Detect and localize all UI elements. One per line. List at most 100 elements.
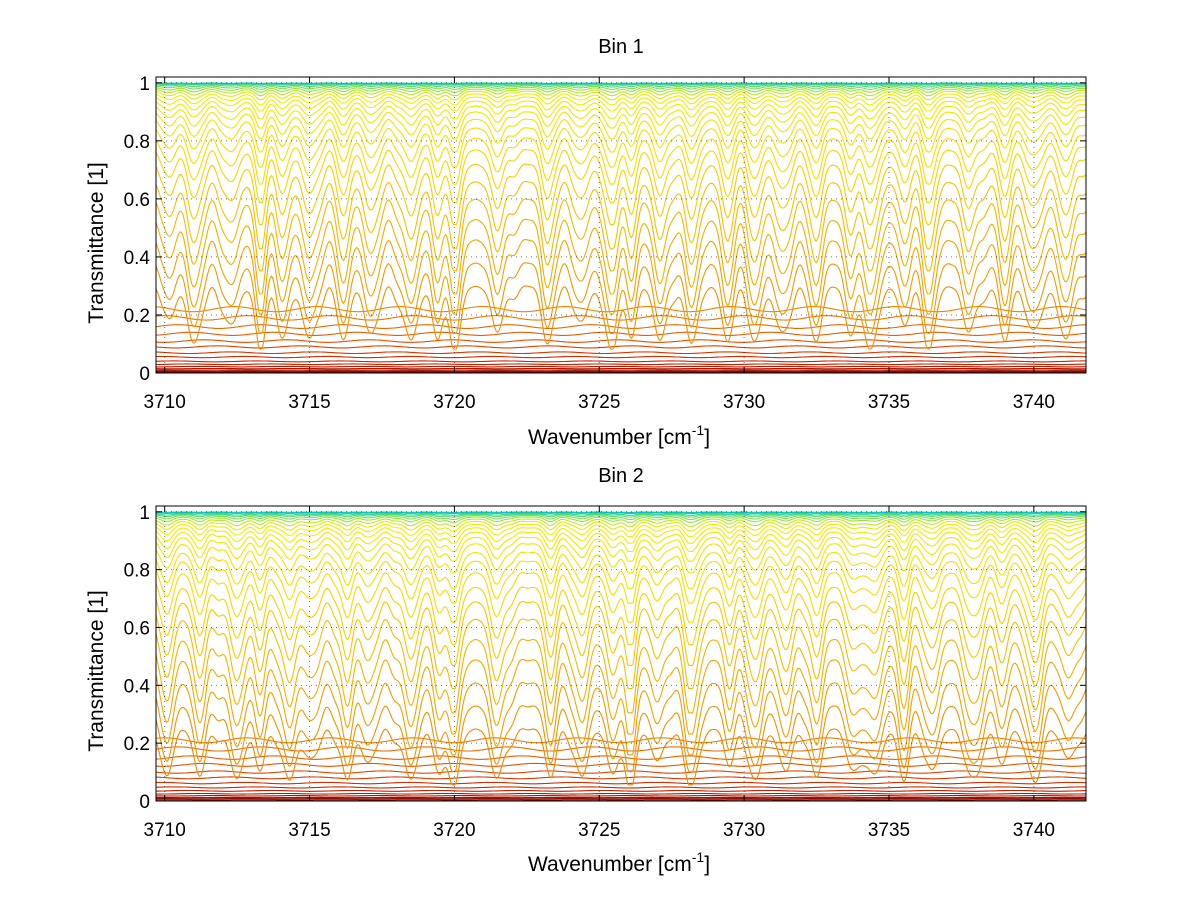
x-tick-label: 3725: [578, 820, 620, 841]
y-tick-label: 0.4: [124, 676, 151, 697]
series-line: [156, 523, 1086, 538]
series-line: [156, 262, 1086, 335]
x-tick-label: 3715: [288, 392, 330, 413]
series-line: [156, 601, 1086, 666]
series-line: [156, 306, 1086, 313]
series-line: [156, 746, 1086, 752]
x-tick-label: 3725: [578, 392, 620, 413]
series-lines: [156, 82, 1086, 373]
series-line: [156, 238, 1086, 315]
series-line: [156, 363, 1086, 366]
y-tick-label: 0: [139, 364, 150, 385]
panel-bin-2: Bin 2 0 0.2 0.4 0.6 0.8 1 3710 3715 3720 3725 373…: [85, 465, 1087, 876]
series-line: [156, 543, 1086, 574]
series-line: [156, 586, 1086, 646]
series-line: [156, 96, 1086, 112]
series-line: [156, 360, 1086, 363]
y-tick-label: 0.2: [124, 734, 150, 755]
y-tick-label: 0.2: [124, 306, 150, 327]
x-tick-label: 3735: [868, 820, 910, 841]
series-line: [156, 324, 1086, 329]
series-line: [156, 618, 1086, 690]
plot-area: [156, 511, 1086, 801]
x-tick-label: 3730: [723, 820, 765, 841]
series-line: [156, 84, 1086, 88]
series-line: [156, 755, 1086, 760]
series-line: [156, 770, 1086, 774]
series-line: [156, 638, 1086, 714]
series-line: [156, 781, 1086, 785]
series-line: [156, 315, 1086, 321]
axes-frame: [155, 505, 1087, 802]
series-line: [156, 681, 1086, 756]
x-tick-label: 3710: [144, 820, 186, 841]
series-line: [156, 118, 1086, 153]
y-tick-labels: 0 0.2 0.4 0.6 0.8 1: [124, 74, 1086, 385]
y-tick-labels: 0 0.2 0.4 0.6 0.8 1: [124, 503, 1086, 813]
series-line: [156, 345, 1086, 349]
y-tick-label: 0.6: [124, 190, 150, 211]
x-tick-label: 3720: [433, 820, 475, 841]
series-line: [156, 86, 1086, 93]
series-line: [156, 792, 1086, 795]
series-line: [156, 512, 1086, 515]
series-lines: [156, 511, 1086, 801]
series-line: [156, 728, 1086, 786]
x-tick-label: 3740: [1013, 820, 1055, 841]
series-line: [156, 331, 1086, 336]
series-line: [156, 93, 1086, 106]
x-axis-label: Wavenumber [cm-1]: [528, 422, 710, 449]
y-axis-label: Transmittance [1]: [85, 162, 108, 323]
series-line: [156, 198, 1086, 272]
series-line: [156, 705, 1086, 773]
chart-title: Bin 1: [598, 36, 644, 58]
series-line: [156, 658, 1086, 735]
series-line: [156, 527, 1086, 544]
chart-title: Bin 2: [598, 465, 644, 487]
x-tick-label: 3720: [433, 392, 475, 413]
series-line: [156, 111, 1086, 140]
y-tick-label: 0.4: [124, 248, 151, 269]
series-line: [156, 365, 1086, 368]
y-tick-label: 0.8: [124, 561, 150, 582]
plot-area: [156, 82, 1086, 373]
panel-bin-1: Bin 1 0 0.2 0.4 0.6 0.8 1 3710 3715 3720 3725 373…: [85, 36, 1087, 449]
series-line: [156, 520, 1086, 532]
y-tick-label: 1: [139, 74, 150, 95]
y-axis-label: Transmittance [1]: [85, 590, 108, 751]
x-axis-label: Wavenumber [cm-1]: [528, 849, 710, 876]
series-line: [156, 515, 1086, 520]
series-line: [156, 339, 1086, 343]
series-line: [156, 351, 1086, 355]
series-line: [156, 560, 1086, 604]
series-line: [156, 127, 1086, 168]
series-line: [156, 518, 1086, 527]
y-tick-label: 0: [139, 792, 150, 813]
x-tick-label: 3715: [288, 820, 330, 841]
series-line: [156, 88, 1086, 97]
series-line: [156, 516, 1086, 523]
series-line: [156, 85, 1086, 90]
x-tick-label: 3735: [868, 392, 910, 413]
axes-frame: [155, 76, 1087, 374]
series-line: [156, 789, 1086, 792]
series-line: [156, 531, 1086, 553]
series-line: [156, 83, 1086, 86]
series-line: [156, 512, 1086, 516]
x-tick-label: 3730: [723, 392, 765, 413]
series-line: [156, 218, 1086, 295]
x-tick-label: 3740: [1013, 392, 1055, 413]
series-line: [156, 551, 1086, 589]
y-tick-label: 1: [139, 503, 150, 524]
series-line: [156, 100, 1086, 120]
series-line: [156, 536, 1086, 562]
series-line: [156, 776, 1086, 780]
series-line: [156, 163, 1086, 226]
x-tick-labels: 3710 3715 3720 3725 3730 3735 3740: [144, 506, 1055, 841]
series-line: [156, 513, 1086, 518]
series-line: [156, 90, 1086, 101]
series-line: [156, 137, 1086, 185]
series-line: [156, 180, 1086, 250]
x-tick-labels: 3710 3715 3720 3725 3730 3735 3740: [144, 77, 1055, 413]
